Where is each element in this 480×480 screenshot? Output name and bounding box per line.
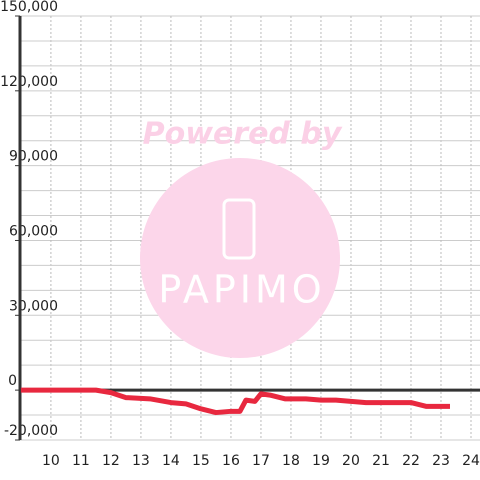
y-tick-label: 90,000 [9, 149, 58, 165]
y-tick-label: 120,000 [0, 74, 58, 90]
x-tick-label: 20 [342, 453, 360, 469]
y-tick-label: 60,000 [9, 223, 58, 239]
x-tick-label: 22 [402, 453, 420, 469]
x-tick-label: 14 [162, 453, 180, 469]
x-tick-label: 15 [192, 453, 210, 469]
data-line [20, 387, 450, 416]
y-tick-label: 30,000 [9, 298, 58, 314]
x-tick-label: 18 [282, 453, 300, 469]
x-tick-label: 17 [252, 453, 270, 469]
y-tick-label: 150,000 [0, 0, 58, 15]
x-tick-label: 24 [462, 453, 480, 469]
x-tick-label: 21 [372, 453, 390, 469]
x-tick-label: 23 [432, 453, 450, 469]
x-tick-label: 12 [102, 453, 120, 469]
x-tick-label: 10 [42, 453, 60, 469]
x-tick-label: 13 [132, 453, 150, 469]
x-tick-label: 16 [222, 453, 240, 469]
x-tick-label: 19 [312, 453, 330, 469]
watermark-text: PAPIMO [158, 268, 325, 312]
y-tick-label: 0 [8, 373, 17, 389]
y-tick-label: -20,000 [4, 423, 58, 439]
x-tick-label: 11 [72, 453, 90, 469]
watermark-icon [222, 198, 256, 260]
watermark-text: Powered by [143, 117, 343, 152]
